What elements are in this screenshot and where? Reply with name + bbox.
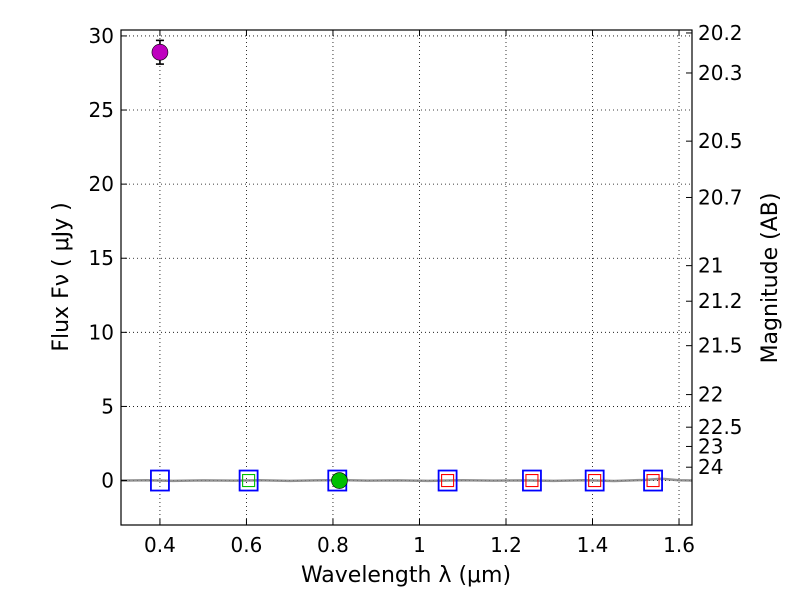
- nondetection-red-marker: [441, 473, 455, 488]
- mag-tick-label: 20.3: [698, 61, 743, 85]
- model-blue-marker: [584, 469, 605, 492]
- model-blue-marker: [522, 469, 542, 492]
- y-tick-label: 15: [89, 246, 114, 270]
- nondetection-red-marker: [646, 473, 660, 488]
- nondetection-red-marker: [525, 473, 539, 488]
- mag-tick-label: 21.5: [698, 334, 743, 358]
- x-axis: 0.4 0.6 0.8 1 1.2 1.4 1.6: [144, 30, 695, 557]
- mag-tick-label: 20.5: [698, 129, 743, 153]
- model-blue-marker: [437, 469, 458, 492]
- x-tick-label: 1.6: [663, 533, 695, 557]
- y-tick-label: 10: [89, 320, 114, 344]
- mag-tick-label: 21: [698, 254, 723, 278]
- x-tick-label: 1: [413, 533, 426, 557]
- y-axis-left: 0 5 10 15 20 25 30: [89, 24, 127, 493]
- detection-green-marker: [331, 472, 348, 489]
- grid-lines: [121, 30, 692, 525]
- model-blue-marker: [643, 469, 663, 492]
- y-tick-label: 0: [101, 469, 114, 493]
- model-blue-marker: [150, 469, 170, 492]
- spectrum-layer: [120, 477, 693, 483]
- model-blue-marker: [238, 469, 259, 492]
- x-tick-label: 1.2: [490, 533, 522, 557]
- x-tick-label: 0.4: [144, 533, 176, 557]
- mag-tick-label: 21.2: [698, 289, 743, 313]
- y-tick-label: 25: [89, 98, 114, 122]
- y-axis-label: Flux Fν ( μJy ): [49, 202, 74, 351]
- nondetection-red-marker: [588, 473, 602, 488]
- x-tick-label: 0.8: [317, 533, 349, 557]
- y-tick-label: 20: [89, 172, 114, 196]
- markers-layer: [150, 39, 663, 492]
- y-tick-label: 5: [101, 394, 114, 418]
- mag-tick-label: 23: [698, 434, 723, 458]
- mag-tick-label: 22: [698, 383, 723, 407]
- x-tick-label: 1.4: [577, 533, 609, 557]
- mag-tick-label: 20.7: [698, 185, 743, 209]
- plot-frame: [120, 29, 693, 526]
- mag-tick-label: 20.2: [698, 21, 743, 45]
- detection-marker: [151, 43, 169, 61]
- spectrum-line: [120, 477, 693, 483]
- y-tick-label: 30: [89, 24, 114, 48]
- y2-axis-label: Magnitude (AB): [758, 193, 783, 364]
- mag-tick-label: 24: [698, 455, 723, 479]
- mag-tick-label: 22.5: [698, 415, 743, 439]
- x-axis-label: Wavelength λ (μm): [301, 563, 511, 588]
- nondetection-green-marker: [242, 473, 256, 488]
- x-tick-label: 0.6: [231, 533, 263, 557]
